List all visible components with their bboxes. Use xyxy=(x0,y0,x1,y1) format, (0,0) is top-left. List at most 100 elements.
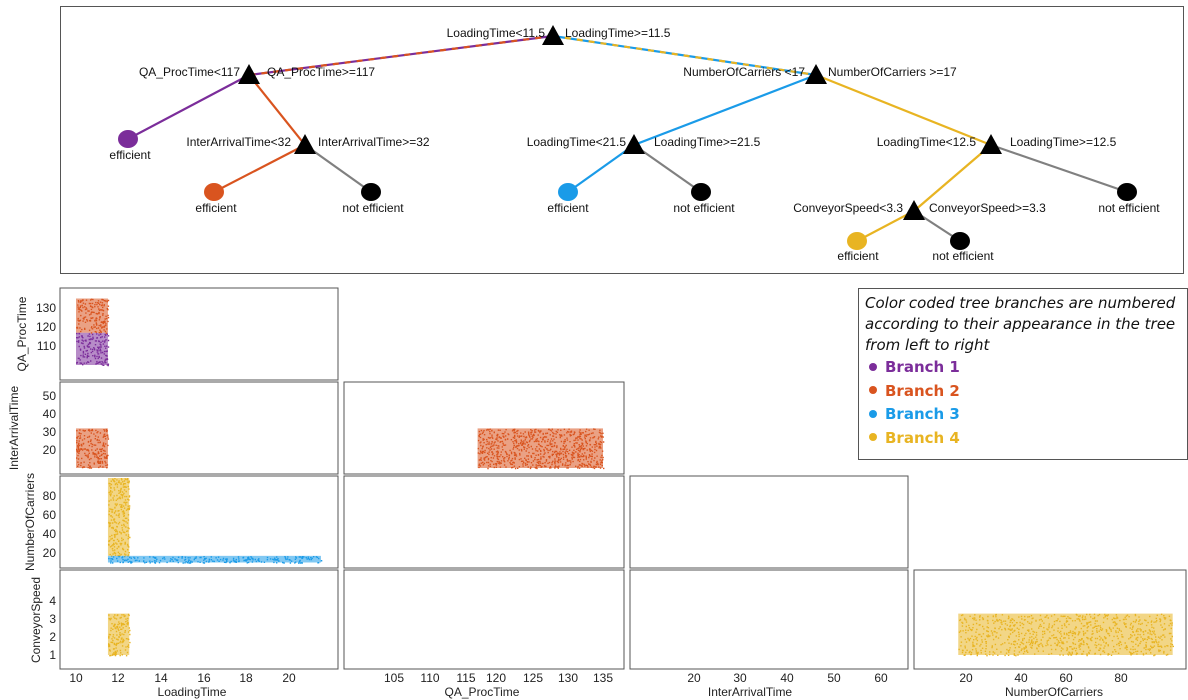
split-label-inter-left: InterArrivalTime<32 xyxy=(186,135,291,149)
split-label-carriers-right: NumberOfCarriers >=17 xyxy=(828,65,957,79)
ytick-cs-4: 4 xyxy=(49,594,56,608)
ytick-qa-120: 120 xyxy=(36,320,56,334)
leaf-node-3-icon xyxy=(361,183,381,201)
axis-titles: LoadingTime QA_ProcTime InterArrivalTime… xyxy=(7,296,1103,699)
edge-root-qa-dash xyxy=(248,34,554,77)
panel-r3-c1 xyxy=(343,569,625,670)
split-node-root-icon xyxy=(542,25,564,45)
xtick-iat-30: 30 xyxy=(733,671,747,685)
xtick-qa-130: 130 xyxy=(558,671,578,685)
edge-root-carriers-dash xyxy=(552,34,817,77)
leaf-label-8: not efficient xyxy=(1098,201,1160,215)
xtick-qa-115: 115 xyxy=(456,671,475,685)
panel-r2-c0 xyxy=(59,475,339,569)
tree-leaf-nodes xyxy=(118,130,1137,250)
leaf-label-6: efficient xyxy=(837,249,879,263)
legend-note: Color coded tree branches are numbered a… xyxy=(865,294,1176,354)
split-label-root-left: LoadingTime<11.5 xyxy=(447,26,546,40)
edge-lt125-conv xyxy=(913,144,992,212)
branch3-noc-vs-lt-fill xyxy=(107,555,321,563)
ytick-iat-50: 50 xyxy=(43,389,57,403)
xlabel-numberofcarriers: NumberOfCarriers xyxy=(1005,685,1103,699)
leaf-node-1-icon xyxy=(118,130,138,148)
xtick-iat-20: 20 xyxy=(687,671,701,685)
xtick-qa-125: 125 xyxy=(523,671,543,685)
split-label-carriers-left: NumberOfCarriers <17 xyxy=(683,65,805,79)
split-node-lt125-icon xyxy=(980,134,1002,154)
branch4-cs-vs-noc xyxy=(958,613,1174,657)
xtick-lt-20: 20 xyxy=(282,671,296,685)
branch2-iat-vs-qa xyxy=(477,428,605,470)
tree-labels: LoadingTime<11.5 LoadingTime>=11.5 QA_Pr… xyxy=(109,26,1160,263)
xlabel-interarrivaltime: InterArrivalTime xyxy=(708,685,793,699)
edge-lt215-leaf4 xyxy=(567,144,635,193)
branch4-cs-vs-lt xyxy=(107,613,131,657)
ytick-iat-40: 40 xyxy=(43,407,57,421)
legend: Color coded tree branches are numbered a… xyxy=(858,288,1188,460)
branch4-cs-vs-lt-fill xyxy=(107,613,130,655)
split-label-lt125-right: LoadingTime>=12.5 xyxy=(1010,135,1117,149)
ytick-noc-60: 60 xyxy=(43,508,57,522)
ytick-iat-30: 30 xyxy=(43,425,57,439)
xtick-noc-60: 60 xyxy=(1059,671,1073,685)
split-label-conv-right: ConveyorSpeed>=3.3 xyxy=(929,201,1046,215)
xtick-lt-16: 16 xyxy=(197,671,211,685)
ytick-qa-130: 130 xyxy=(36,301,56,315)
xtick-noc-40: 40 xyxy=(1014,671,1028,685)
ytick-noc-80: 80 xyxy=(43,489,57,503)
y-axis-ticks: 130 120 110 50 40 30 20 80 60 40 20 4 3 … xyxy=(36,301,56,662)
scatter-regions xyxy=(76,298,1174,657)
split-label-lt215-left: LoadingTime<21.5 xyxy=(527,135,627,149)
edge-qa-inter xyxy=(248,74,306,146)
leaf-label-1: efficient xyxy=(109,148,151,162)
leaf-label-5: not efficient xyxy=(673,201,735,215)
xtick-lt-10: 10 xyxy=(69,671,83,685)
ytick-qa-110: 110 xyxy=(37,339,56,353)
legend-item-branch4: Branch 4 xyxy=(865,427,1187,451)
xlabel-qaproctime: QA_ProcTime xyxy=(445,685,520,699)
ytick-noc-40: 40 xyxy=(43,527,57,541)
split-label-inter-right: InterArrivalTime>=32 xyxy=(318,135,430,149)
panel-r3-c2 xyxy=(629,569,909,670)
leaf-label-4: efficient xyxy=(547,201,589,215)
decision-tree-panel xyxy=(60,6,1184,274)
split-node-carriers-icon xyxy=(805,64,827,84)
leaf-node-2-icon xyxy=(204,183,224,201)
leaf-label-3: not efficient xyxy=(342,201,404,215)
legend-label-branch3: Branch 3 xyxy=(885,405,960,423)
edge-carriers-lt125 xyxy=(815,73,992,147)
leaf-node-5-icon xyxy=(691,183,711,201)
branch1-qa-vs-lt xyxy=(76,332,110,367)
ylabel-conveyorspeed: ConveyorSpeed xyxy=(29,577,43,663)
split-label-qa-left: QA_ProcTime<117 xyxy=(139,65,240,79)
panel-r2-c1 xyxy=(343,475,625,569)
split-node-lt215-icon xyxy=(623,134,645,154)
xtick-lt-12: 12 xyxy=(111,671,125,685)
split-node-qa-icon xyxy=(238,64,260,84)
split-label-conv-left: ConveyorSpeed<3.3 xyxy=(793,201,903,215)
ytick-cs-1: 1 xyxy=(49,648,56,662)
legend-label-branch1: Branch 1 xyxy=(885,358,960,376)
xtick-qa-105: 105 xyxy=(384,671,404,685)
legend-dot-icon xyxy=(869,433,877,441)
branch3-noc-vs-lt xyxy=(107,555,323,564)
leaf-node-6-icon xyxy=(847,232,867,250)
xtick-qa-110: 110 xyxy=(420,671,439,685)
legend-item-branch1: Branch 1 xyxy=(865,356,1187,380)
xtick-iat-40: 40 xyxy=(780,671,794,685)
split-label-lt125-left: LoadingTime<12.5 xyxy=(877,135,977,149)
ytick-iat-20: 20 xyxy=(43,443,57,457)
edge-lt125-leaf8 xyxy=(990,143,1128,194)
leaf-node-7-icon xyxy=(950,232,970,250)
edge-carriers-lt215 xyxy=(633,73,817,147)
edge-inter-leaf3 xyxy=(304,144,372,193)
leaf-node-4-icon xyxy=(558,183,578,201)
branch1-qa-vs-lt-points xyxy=(76,332,110,367)
panel-r3-c0 xyxy=(59,569,339,670)
xtick-qa-120: 120 xyxy=(486,671,506,685)
xlabel-loadingtime: LoadingTime xyxy=(158,685,227,699)
xtick-iat-60: 60 xyxy=(874,671,888,685)
split-label-root-right: LoadingTime>=11.5 xyxy=(565,26,671,40)
branch4-cs-vs-noc-points xyxy=(958,613,1174,657)
split-node-conv-icon xyxy=(903,200,925,220)
